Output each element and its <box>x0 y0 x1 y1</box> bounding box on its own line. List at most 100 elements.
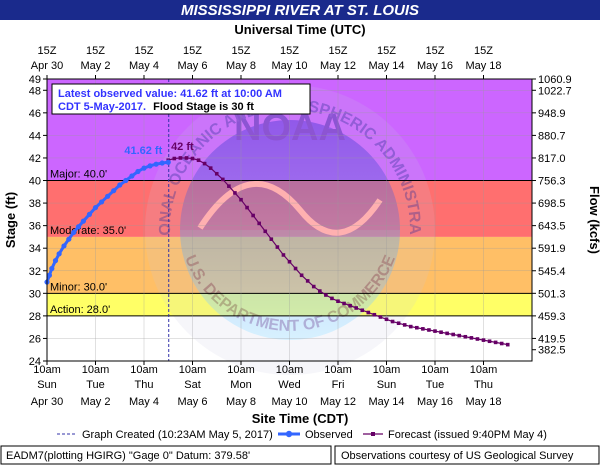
forecast-point <box>378 315 383 319</box>
forecast-point <box>214 171 219 176</box>
observed-point <box>147 163 153 169</box>
bottom-tick-date: May 12 <box>320 396 356 408</box>
forecast-point <box>451 332 455 337</box>
bottom-tick-time: 10am <box>470 364 498 376</box>
observed-point <box>71 229 77 236</box>
right-tick-label: 1060.9 <box>538 74 572 86</box>
top-tick-date: May 4 <box>129 60 159 72</box>
top-tick-time: 15Z <box>426 45 445 57</box>
forecast-point <box>415 325 419 330</box>
forecast-point <box>390 319 395 324</box>
bottom-tick-date: May 4 <box>129 396 159 408</box>
bottom-axis-ticks: 10am Sun Apr 30 10am Tue May 2 10am Thu May 4 10a… <box>31 361 502 408</box>
legend-graph-created-label: Graph Created (10:23AM May 5, 2017) <box>82 429 273 441</box>
forecast-point <box>287 259 292 264</box>
forecast-point <box>360 308 365 313</box>
watermark-bottom-half <box>180 230 400 340</box>
forecast-point <box>439 330 443 335</box>
left-tick-label: 24 <box>29 356 41 368</box>
observed-point <box>80 218 86 224</box>
legend-observed-marker <box>285 430 293 438</box>
left-axis-title: Stage (ft) <box>3 192 18 248</box>
forecast-point <box>251 213 255 218</box>
forecast-point <box>221 177 225 182</box>
top-tick-date: May 14 <box>368 60 404 72</box>
footer-right-text: Observations courtesy of US Geological S… <box>341 450 574 462</box>
top-tick-date: May 10 <box>271 60 307 72</box>
forecast-point <box>463 334 468 339</box>
observed-peak-label: 41.62 ft <box>124 145 162 157</box>
right-tick-label: 698.5 <box>538 198 566 210</box>
forecast-point <box>487 339 492 344</box>
forecast-point <box>505 342 510 347</box>
forecast-point <box>348 303 352 308</box>
left-tick-label: 42 <box>29 153 41 165</box>
bottom-tick-day: Mon <box>230 379 251 391</box>
top-tick-date: May 18 <box>465 60 501 72</box>
bottom-tick-time: 10am <box>324 364 352 376</box>
forecast-point <box>196 158 201 163</box>
info-line-1: Latest observed value: 41.62 ft at 10:00… <box>58 88 282 100</box>
left-tick-label: 46 <box>29 108 41 120</box>
forecast-point <box>421 327 425 331</box>
forecast-point <box>190 156 195 161</box>
top-tick-date: May 6 <box>178 60 208 72</box>
forecast-point <box>396 321 401 326</box>
flood-label-minor: Minor: 30.0' <box>50 281 107 293</box>
bottom-tick-time: 10am <box>33 364 61 376</box>
observed-point <box>129 173 135 179</box>
flood-stage-labels: Major: 40.0' Moderate: 35.0' Minor: 30.0' A… <box>50 169 126 316</box>
bottom-tick-day: Thu <box>474 379 493 391</box>
observed-point <box>153 161 159 167</box>
bottom-tick-time: 10am <box>276 364 304 376</box>
forecast-point <box>427 328 431 332</box>
forecast-point <box>311 284 316 289</box>
top-tick-time: 15Z <box>86 45 105 57</box>
forecast-point <box>342 301 346 306</box>
forecast-point <box>281 253 286 257</box>
forecast-point <box>408 324 413 329</box>
legend-forecast-marker <box>371 432 375 436</box>
right-tick-label: 501.3 <box>538 288 566 300</box>
observed-point <box>61 243 67 249</box>
bottom-tick-date: May 10 <box>271 396 307 408</box>
forecast-point <box>184 156 189 160</box>
observed-point <box>56 251 62 257</box>
forecast-point <box>433 329 437 333</box>
observed-point <box>86 211 93 217</box>
top-tick-time: 15Z <box>280 45 299 57</box>
bottom-tick-date: May 14 <box>368 396 404 408</box>
top-tick-time: 15Z <box>38 45 57 57</box>
bottom-tick-time: 10am <box>130 364 158 376</box>
observed-point <box>135 168 141 175</box>
forecast-series <box>166 156 510 347</box>
forecast-point <box>208 166 213 170</box>
legend-observed-label: Observed <box>305 429 353 441</box>
observed-point <box>117 182 123 188</box>
top-tick-date: Apr 30 <box>31 60 63 72</box>
right-tick-label: 948.9 <box>538 108 566 120</box>
forecast-point <box>257 221 261 226</box>
right-axis-title: Flow (kcfs) <box>587 186 600 254</box>
forecast-point <box>457 333 462 338</box>
right-tick-label: 643.5 <box>538 221 566 233</box>
left-tick-label: 49 <box>29 74 41 86</box>
top-tick-time: 15Z <box>135 45 154 57</box>
left-tick-label: 32 <box>29 266 41 278</box>
right-tick-label: 817.0 <box>538 153 566 165</box>
forecast-point <box>354 306 358 310</box>
top-tick-date: May 12 <box>320 60 356 72</box>
forecast-point <box>299 273 304 278</box>
left-tick-label: 28 <box>29 311 41 323</box>
observed-point <box>46 272 53 278</box>
right-tick-label: 880.7 <box>538 130 566 142</box>
forecast-point <box>469 336 474 340</box>
top-tick-time: 15Z <box>183 45 202 57</box>
top-tick-time: 15Z <box>232 45 251 57</box>
bottom-tick-day: Wed <box>278 379 300 391</box>
footer-right-box <box>334 445 600 465</box>
forecast-point <box>233 191 237 195</box>
bottom-tick-day: Sun <box>37 379 57 391</box>
flood-label-action: Action: 28.0' <box>50 304 110 316</box>
